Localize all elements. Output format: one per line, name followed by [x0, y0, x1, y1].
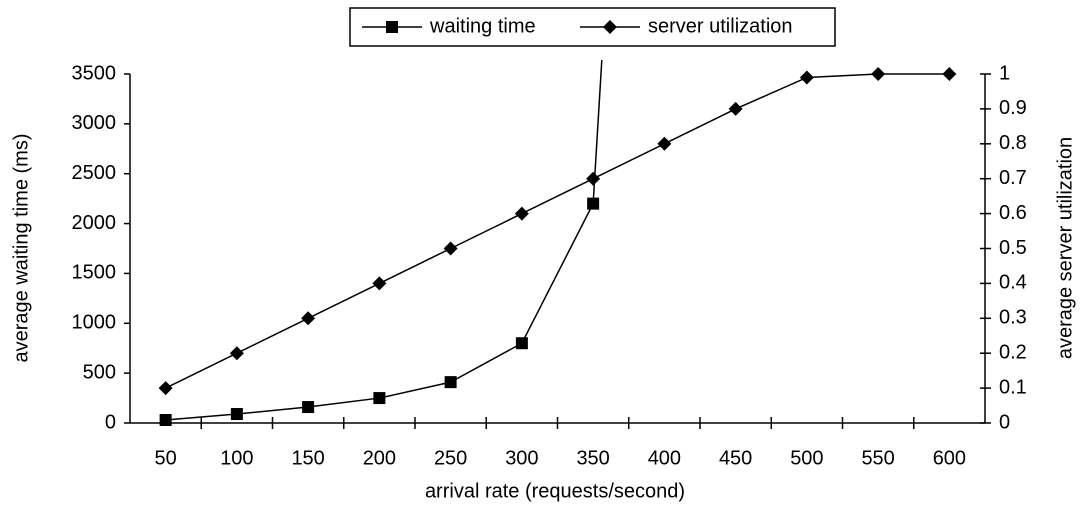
y-tick-label: 3500	[72, 62, 117, 84]
marker	[799, 70, 814, 85]
marker	[603, 20, 617, 34]
series-line	[165, 60, 603, 421]
y2-tick-label: 0	[999, 411, 1010, 433]
y2-tick-label: 0.6	[999, 202, 1027, 224]
marker	[444, 376, 457, 389]
y2-tick-label: 0.5	[999, 237, 1027, 259]
marker	[942, 67, 957, 81]
x-axis-title: arrival rate (requests/second)	[425, 480, 685, 502]
marker	[230, 408, 243, 421]
marker	[229, 346, 244, 361]
marker	[657, 136, 672, 151]
marker	[386, 21, 398, 33]
y2-tick-label: 0.2	[999, 341, 1027, 363]
x-tick-label: 50	[155, 447, 177, 469]
x-tick-label: 550	[861, 447, 894, 469]
marker	[443, 241, 458, 256]
y-axis-title: average waiting time (ms)	[10, 134, 32, 363]
y2-tick-label: 0.8	[999, 132, 1027, 154]
x-tick-label: 450	[719, 447, 752, 469]
y2-tick-label: 0.9	[999, 97, 1027, 119]
x-tick-label: 200	[363, 447, 396, 469]
marker	[871, 67, 886, 81]
y-tick-label: 1500	[72, 262, 117, 284]
x-tick-label: 250	[434, 447, 467, 469]
legend-label: waiting time	[429, 15, 536, 37]
y2-tick-label: 0.1	[999, 376, 1027, 398]
y2-tick-label: 0.3	[999, 307, 1027, 329]
y-tick-label: 2000	[72, 212, 117, 234]
series-line	[165, 73, 950, 389]
y2-tick-label: 0.7	[999, 167, 1027, 189]
y2-tick-label: 1	[999, 62, 1010, 84]
x-tick-label: 500	[790, 447, 823, 469]
marker	[586, 171, 601, 186]
marker	[515, 337, 528, 350]
plot-area	[158, 60, 957, 427]
x-tick-label: 400	[648, 447, 681, 469]
x-tick-label: 150	[291, 447, 324, 469]
marker	[728, 101, 743, 116]
marker	[587, 197, 600, 210]
marker	[514, 206, 529, 221]
y-tick-label: 0	[105, 411, 116, 433]
x-tick-label: 350	[576, 447, 609, 469]
x-tick-label: 300	[505, 447, 538, 469]
marker	[372, 276, 387, 291]
marker	[302, 401, 315, 414]
marker	[373, 392, 386, 405]
y2-tick-label: 0.4	[999, 272, 1027, 294]
y-tick-label: 3000	[72, 112, 117, 134]
marker	[159, 414, 172, 427]
y2-axis-title: average server utilization	[1054, 137, 1076, 359]
y-tick-label: 500	[83, 361, 116, 383]
marker	[301, 311, 316, 326]
x-tick-label: 600	[933, 447, 966, 469]
marker	[158, 381, 173, 396]
y-tick-label: 1000	[72, 312, 117, 334]
x-tick-label: 100	[220, 447, 253, 469]
y-tick-label: 2500	[72, 162, 117, 184]
legend-label: server utilization	[648, 15, 793, 37]
